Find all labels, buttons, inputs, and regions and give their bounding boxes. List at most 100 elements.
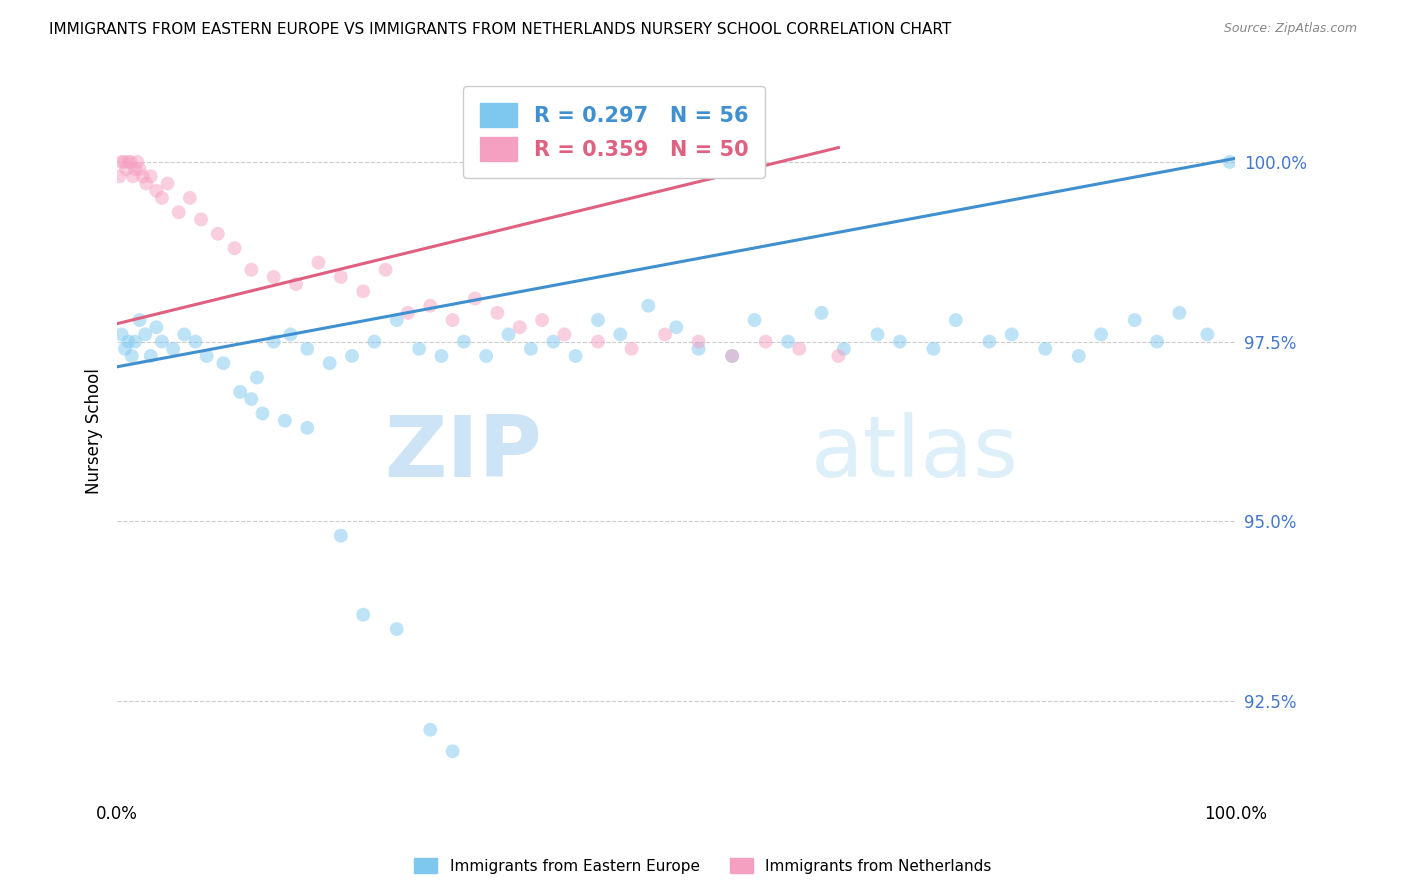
Point [665,320,688,334]
Point [475,349,498,363]
Point [564,349,586,363]
Point [108,169,131,184]
Point [280,327,302,342]
Point [553,327,575,342]
Point [195,349,218,363]
Point [609,327,631,342]
Point [498,327,520,342]
Point [979,334,1001,349]
Point [120,155,142,169]
Point [297,421,319,435]
Point [263,334,285,349]
Point [586,313,609,327]
Point [128,313,150,327]
Point [586,334,609,349]
Text: IMMIGRANTS FROM EASTERN EUROPE VS IMMIGRANTS FROM NETHERLANDS NURSERY SCHOOL COR: IMMIGRANTS FROM EASTERN EUROPE VS IMMIGR… [49,22,952,37]
Point [112,155,135,169]
Point [329,269,352,284]
Point [408,342,430,356]
Point [509,320,531,334]
Point [246,370,269,384]
Point [240,392,263,406]
Point [297,342,319,356]
Point [352,607,374,622]
Point [441,313,464,327]
Point [721,349,744,363]
Point [1197,327,1219,342]
Point [121,169,143,184]
Point [114,342,136,356]
Point [117,155,139,169]
Point [167,205,190,219]
Point [274,414,297,428]
Text: ZIP: ZIP [384,412,543,495]
Point [464,292,486,306]
Point [134,327,156,342]
Point [486,306,509,320]
Point [139,349,162,363]
Point [156,177,179,191]
Point [229,384,252,399]
Point [776,334,799,349]
Point [889,334,911,349]
Point [184,334,207,349]
Point [135,177,157,191]
Point [124,334,146,349]
Point [1168,306,1191,320]
Point [810,306,832,320]
Point [945,313,967,327]
Point [128,162,150,177]
Point [419,723,441,737]
Point [117,334,139,349]
Point [173,327,195,342]
Point [620,342,643,356]
Point [207,227,229,241]
Point [688,334,710,349]
Point [307,255,329,269]
Point [721,349,744,363]
Point [139,169,162,184]
Point [252,407,274,421]
Point [531,313,554,327]
Point [453,334,475,349]
Point [385,622,408,636]
Point [922,342,945,356]
Point [179,191,201,205]
Point [329,529,352,543]
Point [744,313,766,327]
Point [374,262,396,277]
Y-axis label: Nursery School: Nursery School [86,368,103,494]
Point [263,269,285,284]
Point [124,162,146,177]
Point [111,327,134,342]
Point [132,169,155,184]
Point [419,299,441,313]
Point [240,262,263,277]
Point [212,356,235,370]
Point [115,162,138,177]
Point [224,241,246,255]
Point [121,349,143,363]
Point [787,342,810,356]
Point [866,327,889,342]
Point [441,744,464,758]
Point [150,334,173,349]
Point [285,277,308,292]
Point [127,155,149,169]
Point [827,349,849,363]
Point [832,342,855,356]
Point [688,342,710,356]
Point [150,191,173,205]
Point [162,342,184,356]
Point [190,212,212,227]
Legend: Immigrants from Eastern Europe, Immigrants from Netherlands: Immigrants from Eastern Europe, Immigran… [408,852,998,880]
Point [145,184,167,198]
Point [352,285,374,299]
Point [637,299,659,313]
Point [318,356,340,370]
Point [363,334,385,349]
Point [1146,334,1168,349]
Point [111,155,134,169]
Point [541,334,564,349]
Text: atlas: atlas [810,412,1018,495]
